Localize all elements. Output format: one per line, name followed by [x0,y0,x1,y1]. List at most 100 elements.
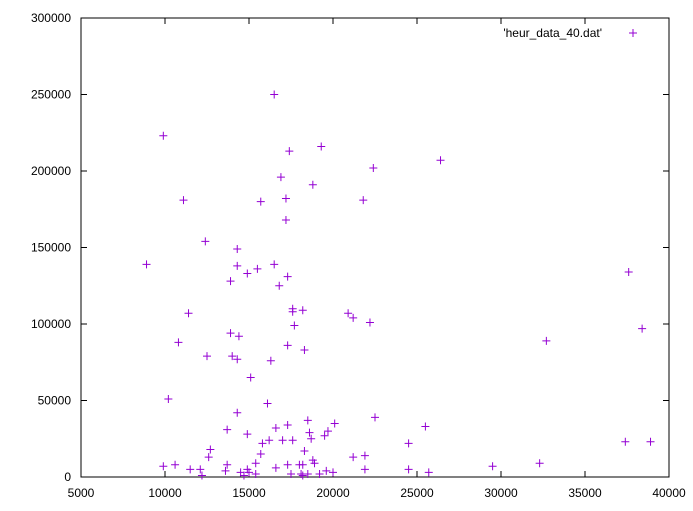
data-point [322,466,331,475]
data-point [305,428,314,437]
x-tick-label: 30000 [484,486,518,500]
data-point [186,465,195,474]
data-point [290,321,299,330]
y-tick-label: 0 [64,470,71,484]
y-tick-label: 100000 [31,317,71,331]
data-point [624,267,633,276]
data-point [251,469,260,478]
data-point [226,277,235,286]
data-point [283,341,292,350]
data-point [234,332,243,341]
data-point [303,469,312,478]
data-points [142,90,655,480]
data-point [179,196,188,205]
data-point [285,147,294,156]
data-point [275,281,284,290]
data-point [266,356,275,365]
data-point [221,466,230,475]
data-point [142,260,151,269]
data-point [303,416,312,425]
y-tick-label: 300000 [31,11,71,25]
data-point [287,469,295,478]
data-point [315,469,324,478]
data-point [646,437,655,446]
data-point [206,445,215,454]
data-point [488,462,497,471]
data-point [258,439,267,448]
legend-marker-symbol [629,29,637,37]
data-point [436,156,445,165]
data-point [256,197,265,206]
x-tick-label: 40000 [652,486,686,500]
x-tick-label: 10000 [148,486,182,500]
data-point [323,427,332,436]
data-point [271,463,280,472]
data-point [424,468,433,477]
data-point [281,194,290,203]
data-point [196,465,205,474]
data-point [360,465,369,474]
y-tick-label: 50000 [38,394,72,408]
data-point [164,394,173,403]
data-point [329,468,337,477]
data-point [308,180,317,189]
x-tick-label: 20000 [316,486,350,500]
data-point [228,352,237,361]
data-point [263,399,272,408]
x-tick-label: 35000 [568,486,602,500]
data-point [310,459,319,468]
data-point [265,436,274,445]
data-point [344,309,353,318]
data-point [300,346,309,355]
data-point [359,196,368,205]
data-point [201,237,210,246]
x-tick-label: 25000 [400,486,434,500]
x-tick-label: 5000 [68,486,95,500]
data-point [197,471,206,480]
data-point [638,324,647,333]
data-point [253,264,262,273]
data-point [233,355,242,364]
data-point [300,446,309,455]
data-point [298,460,307,469]
data-point [298,306,307,315]
data-point [174,338,183,347]
data-point [251,459,260,468]
x-tick-label: 15000 [232,486,266,500]
y-tick-label: 200000 [31,164,71,178]
y-tick-label: 150000 [31,241,71,255]
legend-marker [629,29,637,37]
data-point [298,471,307,480]
data-point [256,450,265,459]
data-point [307,434,316,443]
data-point [288,307,297,316]
x-axis: 5000 10000 15000 20000 25000 30000 35000 40000 [68,18,686,500]
data-point [297,469,306,478]
data-point [171,460,180,469]
data-point [283,460,292,469]
data-point [330,419,339,428]
data-point [365,318,374,327]
data-point [246,373,255,382]
data-point [243,269,252,278]
data-point [226,329,235,338]
data-point [233,408,242,417]
data-point [239,471,248,480]
data-point [278,436,287,445]
data-point [233,245,242,254]
y-tick-label: 250000 [31,88,71,102]
data-point [535,459,544,468]
data-point [288,436,297,445]
data-point [281,215,290,224]
data-point [404,439,413,448]
data-point [621,437,630,446]
data-point [159,131,168,140]
data-point [369,163,378,172]
data-point [360,451,369,460]
data-point [349,453,358,462]
y-axis: 0 50000 100000 150000 200000 250000 300000 [31,11,669,484]
data-point [320,431,329,440]
data-point [371,413,379,422]
legend: 'heur_data_40.dat' [503,26,637,40]
